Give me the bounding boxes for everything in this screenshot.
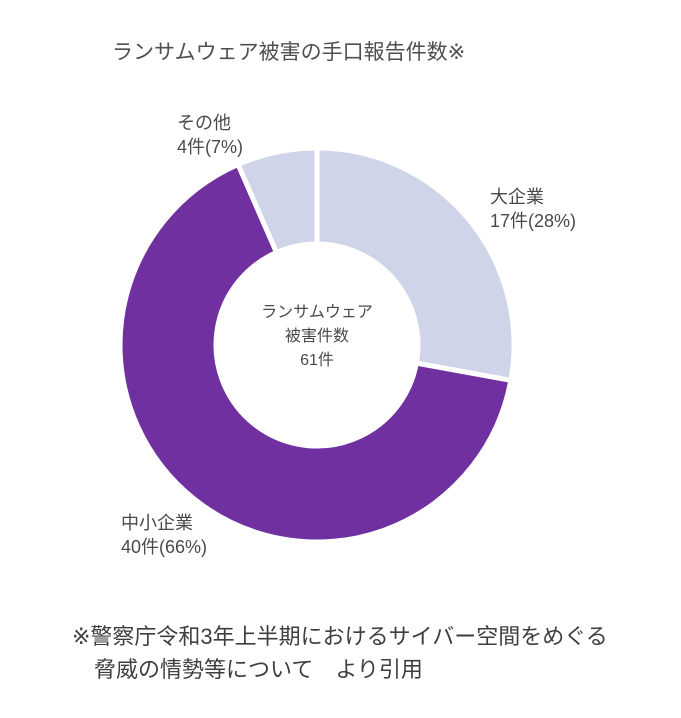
pie-slice-large-company bbox=[314, 145, 517, 384]
center-label-line3: 61件 bbox=[300, 352, 334, 369]
chart-title: ランサムウェア被害の手口報告件数※ bbox=[112, 41, 466, 64]
slice-value: 17件(28%) bbox=[490, 211, 577, 231]
pie-slice-other bbox=[234, 145, 320, 256]
slice-name: 中小企業 bbox=[121, 513, 193, 533]
donut-center-label: ランサムウェア 被害件数 61件 bbox=[261, 301, 373, 373]
center-label-line1: ランサムウェア bbox=[261, 304, 373, 321]
source-note-line1: ※警察庁令和3年上半期におけるサイバー空間をめぐる bbox=[72, 624, 608, 649]
slice-label-large-company: 大企業 17件(28%) bbox=[490, 185, 576, 233]
center-label-line2: 被害件数 bbox=[284, 328, 349, 345]
source-note-line2: 脅威の情勢等について より引用 bbox=[94, 657, 423, 682]
slice-label-other: その他 4件(7%) bbox=[177, 111, 243, 159]
slice-value: 40件(66%) bbox=[121, 537, 208, 557]
slice-name: 大企業 bbox=[490, 187, 544, 207]
slice-name: その他 bbox=[177, 113, 231, 133]
pie-slice-sme bbox=[117, 161, 514, 545]
slice-value: 4件(7%) bbox=[177, 137, 244, 157]
slice-label-sme: 中小企業 40件(66%) bbox=[121, 511, 207, 559]
source-note: ※警察庁令和3年上半期におけるサイバー空間をめぐる 脅威の情勢等について より引… bbox=[72, 620, 608, 686]
